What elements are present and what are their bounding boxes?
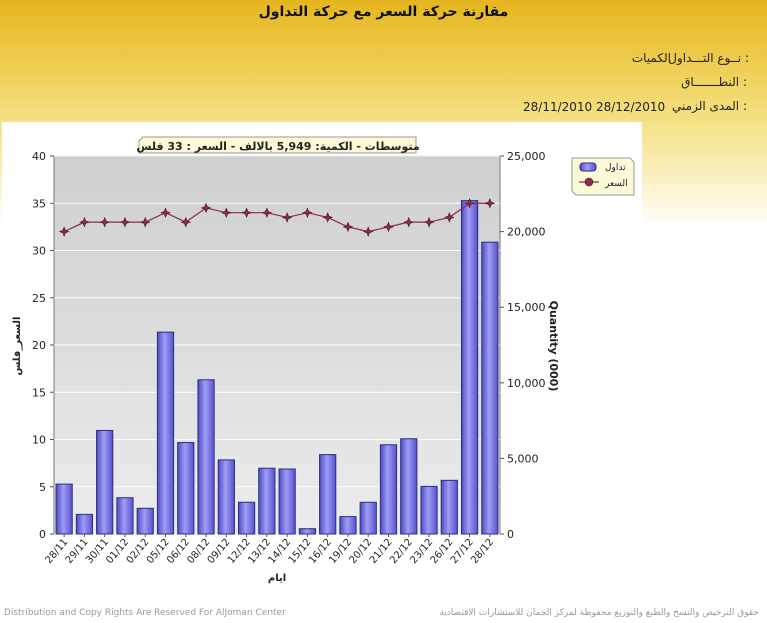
right-tick-label: 0 [507,528,514,541]
period-label: المدى الزمني : [672,99,747,113]
price-point [383,221,394,233]
bar [400,438,418,535]
trade-type-value: الكميات [631,51,671,65]
chart-subtitle: متوسطات - الكمية: 5,949 بالالف - السعر :… [136,140,419,153]
footer-copyright-ar: حقوق الترخيص والنسخ والطبع والتوزيع محفو… [439,608,759,618]
price-point [160,207,171,218]
bar [55,483,73,535]
left-tick-label: 35 [32,197,46,210]
price-point [200,202,212,214]
bar [278,468,296,535]
price-point [444,212,455,223]
bar [440,479,458,535]
price-point [362,226,374,237]
price-point [99,216,110,228]
price-point [261,207,273,218]
x-tick-label: 28/12 [469,537,496,566]
page-title: مقارنة حركة السعر مع حركة التداول [258,4,509,20]
comparison-chart: 0 5 10 15 20 25 30 35 40 0 5,000 10,000 15,000 20,000… [12,136,635,584]
price-point [403,216,415,228]
bar [197,379,215,535]
right-axis-title: Quantity (000) [547,301,560,392]
left-tick-label: 10 [32,434,46,447]
subtitle-box [138,136,417,154]
legend-label-volume: تداول [605,163,626,173]
bar [319,454,337,535]
price-point [79,216,90,228]
price-point [139,216,151,228]
bar [156,331,175,535]
price-point [58,226,70,237]
bar [96,429,114,535]
x-axis-title: ايام [268,573,286,584]
footer-copyright-en: Distribution and Copy Rights Are Reserve… [4,608,286,618]
bar [379,444,398,535]
left-tick-label: 40 [32,150,46,163]
price-point [180,216,192,228]
trade-type-label: نــوع التـــداول : [668,51,749,65]
bar [339,516,357,535]
bar [460,200,479,535]
price-point [464,197,475,209]
right-tick-label: 15,000 [507,301,546,314]
legend-line-marker [584,177,594,187]
price-point [302,207,313,218]
bar [177,442,195,535]
left-tick-label: 5 [39,481,46,494]
price-point [241,207,252,218]
chart-area: 0 5 10 15 20 25 30 35 40 0 5,000 10,000 15,000 20,000… [2,122,642,592]
right-tick-label: 20,000 [507,226,546,239]
right-tick-label: 5,000 [507,452,539,465]
bar [481,241,499,535]
price-point [342,221,354,233]
left-tick-label: 20 [32,339,46,352]
bar [217,459,235,535]
bar [298,528,317,535]
left-tick-label: 25 [32,292,46,305]
left-tick-label: 15 [32,386,46,399]
price-point [119,216,131,228]
price-point [484,197,496,209]
bar [237,501,256,535]
bar [258,467,276,535]
legend-bar-swatch [579,162,597,172]
price-point [322,212,333,223]
left-tick-label: 30 [32,245,46,258]
right-tick-label: 25,000 [507,150,546,163]
bar [116,497,134,535]
right-tick-label: 10,000 [507,377,546,390]
price-point [423,216,435,228]
price-point [281,212,293,223]
bar [420,485,438,535]
bar [136,507,154,535]
period-value: 28/11/2010 28/12/2010 [523,100,666,114]
price-line [63,202,490,233]
bar [75,513,94,535]
range-label: النطـــــــاق : [681,75,747,89]
legend-label-price: السعر [604,179,628,189]
price-point [221,207,232,218]
left-axis-title: السعر_فلس [12,317,23,376]
left-tick-label: 0 [39,528,46,541]
bar [359,501,377,535]
